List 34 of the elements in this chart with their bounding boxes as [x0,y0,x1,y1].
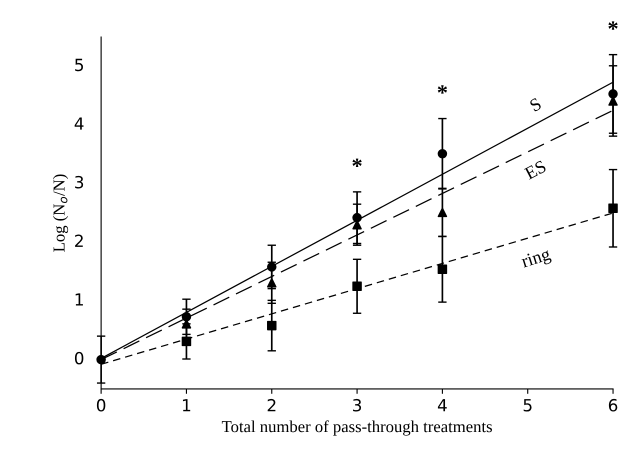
x-tick-label: 6 [608,398,618,412]
point [182,312,192,322]
text: ring [520,248,552,272]
x-tick-label: 0 [96,398,106,412]
y-axis-title: Log (N$_{o}$/N) [52,174,68,252]
text: S [529,97,542,112]
x-tick-label: 4 [438,399,447,412]
x-tick-label: 1 [182,399,190,412]
x-axis-title: Total number of pass-through treatments [222,420,492,436]
point [352,282,362,292]
point [182,336,192,346]
text: ES [524,160,547,180]
point [267,262,277,272]
annotation: * [352,158,362,167]
point [352,212,362,222]
point [267,320,277,330]
x-tick-label: 5 [524,399,532,412]
y-tick-label: 4 [74,117,84,130]
point [438,149,448,158]
y-tick-label: 3 [75,176,84,188]
x-tick-label: 3 [353,398,362,412]
point [438,264,448,274]
point [96,354,106,364]
y-tick-label: 1 [76,293,83,306]
point [267,278,277,288]
y-tick-label: 0 [74,352,84,364]
x-tick-label: 2 [268,398,276,412]
point [438,208,448,218]
text: * [608,21,618,30]
point [608,204,618,214]
y-tick-label: 5 [75,58,83,72]
y-tick-label: 2 [75,234,83,247]
annotation: * [438,85,448,94]
point [608,89,618,99]
